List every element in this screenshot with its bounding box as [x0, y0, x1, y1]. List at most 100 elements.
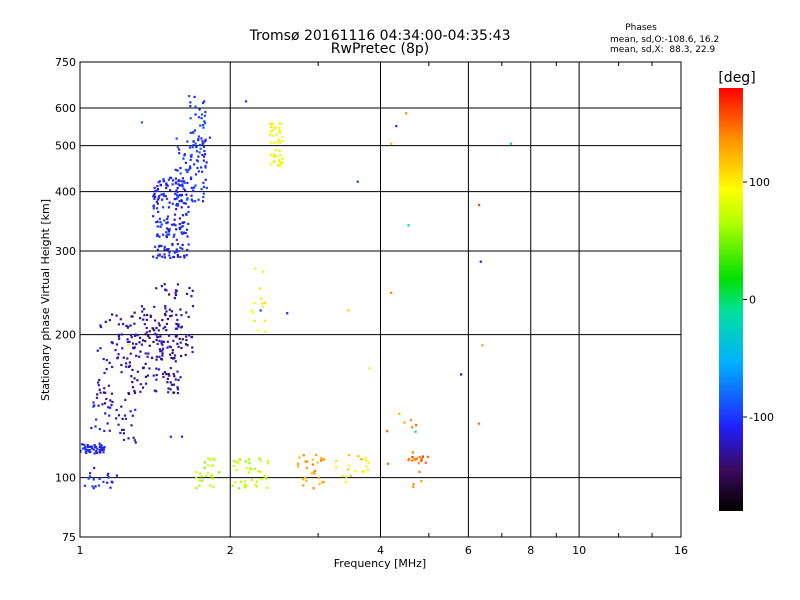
data-point	[180, 326, 183, 329]
data-point	[253, 301, 256, 305]
data-point	[95, 418, 98, 421]
data-point	[296, 465, 300, 468]
data-point	[201, 140, 204, 143]
data-point	[115, 408, 118, 412]
data-point	[179, 341, 182, 344]
data-point	[186, 170, 189, 173]
data-point	[109, 486, 112, 489]
data-point	[176, 318, 179, 322]
data-point	[99, 444, 102, 447]
data-point	[414, 430, 417, 433]
data-point	[93, 452, 96, 455]
data-point	[109, 399, 112, 402]
data-point	[176, 204, 179, 207]
colorbar: [deg] 100 0 -100	[718, 70, 774, 511]
data-point	[127, 391, 130, 395]
data-point	[367, 461, 370, 464]
data-point	[144, 352, 147, 355]
colorbar-gradient	[719, 88, 743, 511]
data-point	[201, 170, 204, 173]
data-point	[269, 130, 272, 133]
data-point	[83, 484, 87, 487]
data-point	[98, 378, 101, 382]
data-point	[273, 141, 276, 144]
data-point	[415, 424, 418, 427]
data-point	[155, 390, 158, 393]
data-point	[175, 313, 178, 316]
data-point	[176, 146, 179, 149]
data-point	[197, 139, 200, 142]
data-point	[175, 228, 178, 231]
colorbar-label: [deg]	[718, 70, 755, 86]
data-point	[153, 305, 156, 309]
data-point	[117, 414, 121, 417]
data-point	[83, 443, 86, 446]
data-point	[208, 484, 212, 487]
data-point	[218, 471, 221, 474]
data-point	[92, 478, 95, 481]
data-point	[153, 329, 156, 332]
data-point	[248, 462, 251, 465]
data-point	[154, 195, 157, 199]
data-point	[99, 325, 103, 329]
data-point	[187, 210, 190, 214]
data-point	[322, 480, 325, 483]
data-point	[183, 153, 186, 156]
data-point	[260, 297, 263, 300]
data-point	[97, 384, 100, 387]
data-point	[160, 193, 163, 196]
data-point	[161, 343, 164, 346]
data-point	[176, 370, 179, 373]
data-point	[202, 181, 205, 184]
data-point	[158, 339, 161, 342]
data-point	[278, 160, 282, 163]
data-point	[171, 243, 174, 247]
data-point	[311, 458, 314, 461]
data-point	[92, 401, 95, 404]
data-point	[174, 168, 177, 171]
data-point	[264, 476, 267, 479]
data-point	[133, 439, 136, 442]
data-point	[186, 198, 189, 201]
x-axis-label: Frequency [MHz]	[334, 557, 426, 570]
data-point	[181, 180, 184, 183]
data-point	[152, 374, 155, 377]
data-point	[162, 192, 165, 196]
data-point	[168, 315, 172, 318]
data-point	[208, 136, 212, 139]
data-point	[174, 360, 177, 363]
data-point	[356, 180, 359, 183]
data-point	[198, 151, 201, 154]
data-point	[111, 365, 114, 369]
data-point	[120, 333, 124, 336]
data-point	[279, 141, 282, 144]
data-point	[156, 342, 159, 346]
data-point	[191, 146, 194, 149]
data-point	[305, 479, 308, 482]
data-point	[120, 371, 123, 374]
data-point	[178, 152, 181, 155]
data-point	[129, 333, 133, 337]
data-point	[180, 346, 183, 350]
data-point	[191, 304, 195, 308]
data-point	[158, 180, 161, 183]
data-point	[86, 445, 90, 449]
data-point	[181, 224, 184, 228]
data-point	[269, 123, 272, 126]
data-point	[263, 474, 266, 477]
data-point	[179, 167, 182, 170]
data-point	[270, 126, 273, 129]
data-point	[166, 215, 170, 218]
data-point	[105, 397, 108, 401]
data-point	[395, 124, 398, 128]
data-point	[334, 466, 338, 469]
data-point	[177, 196, 180, 199]
data-point	[360, 458, 363, 461]
data-point	[155, 326, 158, 330]
data-point	[104, 320, 107, 323]
data-point	[192, 140, 195, 143]
data-point	[200, 479, 203, 482]
data-point	[201, 200, 205, 203]
data-point	[148, 367, 151, 370]
data-point	[127, 365, 131, 369]
